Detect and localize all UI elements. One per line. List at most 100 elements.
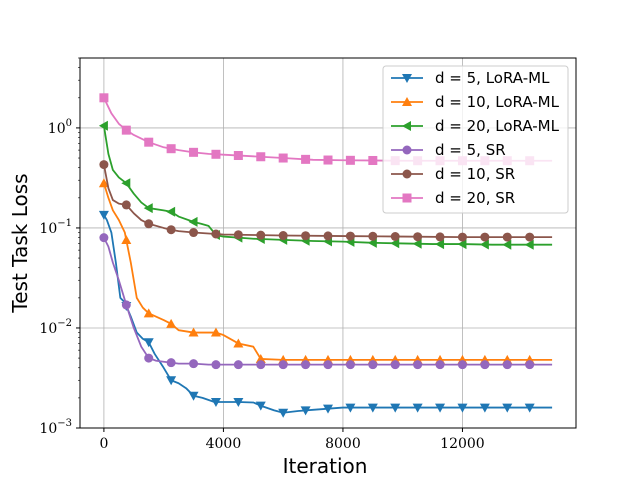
legend-label: d = 5, LoRA-ML [435,69,550,87]
data-point [121,300,131,310]
data-point [166,144,176,154]
data-point [233,230,243,240]
y-axis-label: Test Task Loss [8,173,32,313]
data-point [368,155,378,165]
data-point [502,360,512,370]
data-point [413,232,423,242]
data-point [301,360,311,370]
legend-entry-1: d = 10, LoRA-ML [391,93,560,111]
data-point [188,391,199,401]
data-point [525,360,535,370]
data-point [457,232,467,242]
data-point [99,233,109,243]
data-point [480,360,490,370]
data-point [390,360,400,370]
data-point [210,327,221,337]
data-point [144,219,154,229]
legend: d = 5, LoRA-ML d = 10, LoRA-ML d = 20, LoR… [382,65,569,214]
legend-label: d = 10, LoRA-ML [435,93,560,111]
data-point [210,397,221,407]
data-point [99,160,109,170]
legend-label: d = 20, LoRA-ML [435,117,560,135]
legend-entry-4: d = 10, SR [391,165,515,183]
data-point [457,360,467,370]
data-point [143,308,154,318]
data-point [256,360,266,370]
legend-marker [402,145,412,155]
data-point [323,231,333,241]
data-point [435,232,445,242]
data-point [323,404,333,414]
data-point [435,360,445,370]
legend-box [382,65,569,214]
data-point [98,178,109,188]
data-point [479,239,489,250]
data-point [413,360,423,370]
plot-frame [79,57,577,429]
data-point [301,231,311,241]
data-point [98,120,108,131]
data-point [189,359,199,369]
data-point [255,353,266,363]
series-3 [99,233,553,370]
data-point [345,360,355,370]
series-4 [99,160,553,242]
data-point [143,338,154,348]
data-point [211,229,221,239]
x-tick-label: 8000 [325,436,361,452]
data-point [525,232,535,242]
data-point [502,403,513,413]
data-point [256,152,266,162]
data-point [278,153,288,163]
data-point [121,178,131,189]
data-point [323,360,333,370]
data-point [368,360,378,370]
legend-entry-5: d = 20, SR [391,189,515,207]
data-point [278,360,288,370]
data-point [367,403,378,413]
data-point [390,231,400,241]
data-point [301,154,311,164]
data-point [188,216,198,227]
legend-marker [402,193,412,203]
data-point [390,238,400,249]
y-tick-label: 10−2 [39,318,72,337]
legend-marker [402,169,412,179]
data-point [233,397,244,407]
legend-marker [402,121,411,131]
data-point [121,200,131,210]
data-point [480,232,490,242]
data-point [345,155,355,165]
data-point [188,327,199,337]
data-point [323,155,333,165]
legend-entry-2: d = 20, LoRA-ML [391,117,560,135]
x-tick-label: 12000 [440,436,485,452]
data-point [502,239,512,250]
data-point [233,338,244,348]
legend-entry-0: d = 5, LoRA-ML [391,69,550,87]
series-line [103,164,553,238]
data-point [256,230,266,240]
data-point [524,239,534,250]
data-point [98,210,109,220]
series-0 [98,210,553,418]
data-point [211,360,221,370]
data-point [457,239,467,250]
data-point [144,137,154,147]
data-point [99,93,109,103]
y-tick-label: 10−3 [39,418,72,437]
data-point [211,149,221,159]
data-point [435,403,446,413]
ticks: 0 4000 8000 12000 10−3 10−2 10−1 100 [39,57,485,452]
series-layer [98,93,553,418]
data-point [166,358,176,368]
data-point [233,151,243,161]
data-point [278,231,288,241]
data-point [189,147,199,157]
data-point [345,231,355,241]
data-point [300,406,311,416]
data-point [189,228,199,238]
data-point [121,235,132,245]
data-point [166,376,177,386]
